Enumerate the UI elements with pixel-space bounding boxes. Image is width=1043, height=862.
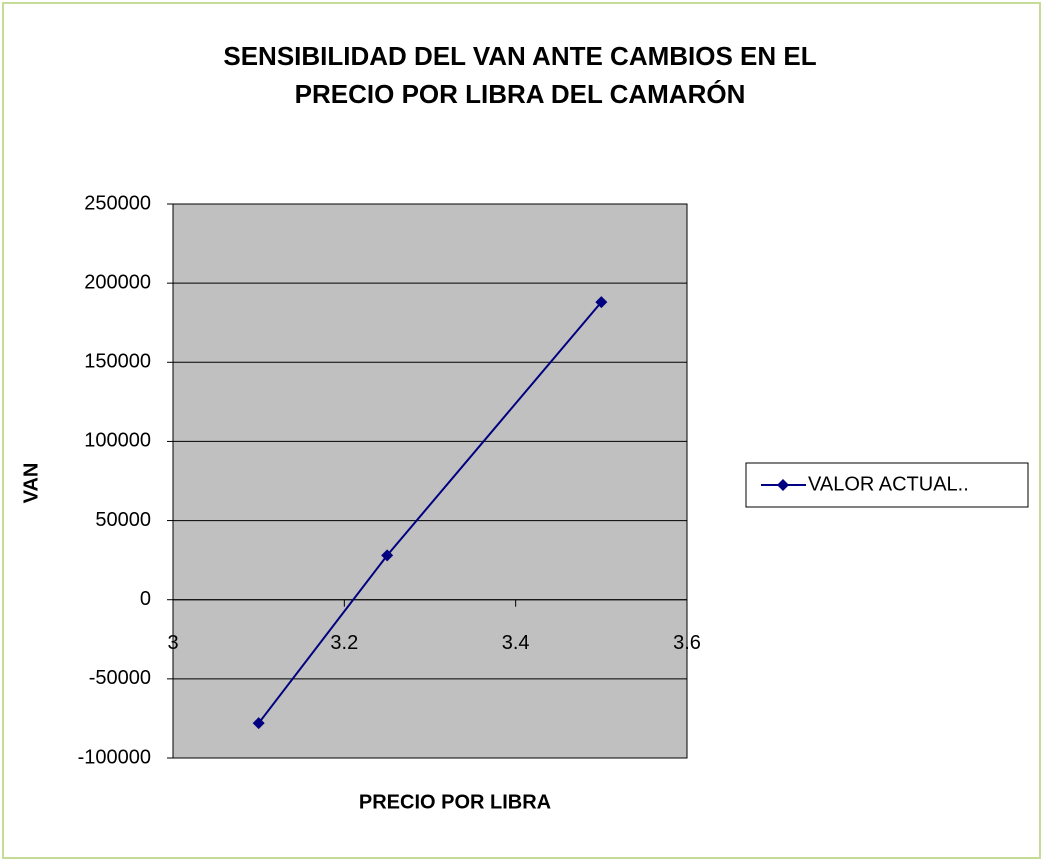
y-tick-label: 100000 (84, 430, 151, 452)
legend-label: VALOR ACTUAL.. (808, 473, 969, 495)
y-axis-label: VAN (20, 463, 42, 504)
x-tick-label: 3.6 (673, 632, 701, 654)
plot-area (172, 203, 688, 759)
y-tick-label: 50000 (95, 509, 151, 531)
y-tick-label: -100000 (78, 746, 151, 768)
y-tick-label: 150000 (84, 351, 151, 373)
y-tick-label: 200000 (84, 271, 151, 293)
y-tick-label: 0 (140, 588, 151, 610)
x-tick-label: 3.2 (330, 632, 358, 654)
x-axis-label: PRECIO POR LIBRA (359, 791, 551, 813)
marker (595, 296, 608, 309)
x-tick-label: 3.4 (502, 632, 530, 654)
chart-title: PRECIO POR LIBRA DEL CAMARÓN (295, 79, 746, 109)
marker (252, 717, 265, 730)
x-tick-label: 3 (167, 632, 178, 654)
y-tick-label: -50000 (89, 667, 151, 689)
chart-title: SENSIBILIDAD DEL VAN ANTE CAMBIOS EN EL (223, 41, 816, 71)
marker (381, 549, 394, 562)
y-tick-label: 250000 (84, 192, 151, 214)
legend-marker (777, 479, 789, 491)
